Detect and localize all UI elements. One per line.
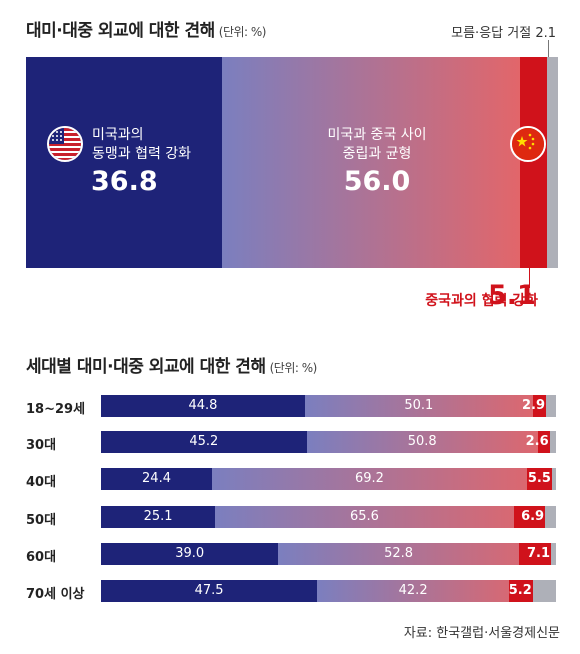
chart-title: 대미·대중 외교에 대한 견해 (단위: %): [26, 16, 266, 41]
us-segment: [101, 395, 305, 417]
overall-stacked-bar: [26, 57, 558, 268]
us-value-label: 25.1: [143, 509, 173, 524]
age-group-bar: 44.8 50.1 2.9: [101, 395, 556, 417]
unit2-label: (단위: %): [269, 361, 318, 375]
balance-label: 미국과 중국 사이 중립과 균형: [318, 126, 436, 164]
us-label-line1: 미국과의: [92, 127, 144, 143]
balance-label-line1: 미국과 중국 사이: [327, 127, 427, 143]
china-value-label: 7.1: [526, 546, 550, 561]
us-segment: [101, 468, 213, 490]
age-group-bar: 45.2 50.8 2.6: [101, 431, 556, 453]
title-text: 대미·대중 외교에 대한 견해: [26, 21, 215, 41]
china-segment: [518, 543, 551, 565]
no-response-text: 모름·응답 거절: [451, 26, 532, 41]
china-leader-line: [529, 266, 530, 288]
balance-segment: [278, 543, 551, 565]
china-segment: [532, 395, 546, 417]
balance-segment: [212, 468, 552, 490]
us-value-label: 39.0: [175, 546, 205, 561]
china-segment: [519, 57, 547, 268]
age-group-bar: 39.0 52.8 7.1: [101, 543, 556, 565]
us-value-label: 24.4: [142, 471, 171, 486]
balance-value-label: 50.8: [407, 434, 437, 449]
china-value-label: 5.2: [508, 583, 532, 598]
china-value-label: 2.9: [521, 398, 545, 413]
unit-label: (단위: %): [218, 25, 267, 39]
age-group-label: 50대: [26, 513, 57, 528]
us-value: 36.8: [91, 166, 158, 197]
us-segment: [101, 431, 307, 453]
china-label: 중국과의 협력 강화: [425, 293, 538, 309]
us-segment: [26, 57, 222, 268]
chart-title-2: 세대별 대미·대중 외교에 대한 견해 (단위: %): [26, 352, 317, 377]
china-segment: [526, 468, 552, 490]
balance-value-label: 52.8: [384, 546, 414, 561]
balance-label-line2: 중립과 균형: [342, 146, 412, 162]
balance-segment: [317, 580, 533, 602]
age-group-label: 60대: [26, 550, 57, 565]
china-value: 5.1: [488, 280, 536, 311]
china-segment: [509, 580, 533, 602]
source-note: 자료: 한국갤럽·서울경제신문: [403, 626, 560, 641]
age-group-label: 40대: [26, 475, 57, 490]
us-value-label: 44.8: [188, 398, 218, 413]
age-group-label: 30대: [26, 438, 57, 453]
balance-segment: [221, 57, 520, 268]
age-group-bar: 47.5 42.2 5.2: [101, 580, 556, 602]
no-response-leader-line: [548, 40, 549, 58]
no-response-segment: [546, 57, 558, 268]
us-flag-icon: [47, 126, 83, 162]
balance-segment: [304, 395, 546, 417]
us-value-label: 47.5: [194, 583, 224, 598]
us-value-label: 45.2: [189, 434, 219, 449]
china-value-label: 5.5: [527, 471, 551, 486]
no-response-label: 모름·응답 거절 2.1: [451, 22, 556, 41]
balance-segment: [306, 431, 550, 453]
no-response-value: 2.1: [535, 26, 556, 41]
china-value-label: 6.9: [521, 509, 545, 524]
us-segment: [101, 543, 279, 565]
balance-value-label: 65.6: [349, 509, 379, 524]
balance-value-label: 69.2: [354, 471, 384, 486]
us-label: 미국과의 동맹과 협력 강화: [92, 126, 191, 164]
china-value-label: 2.6: [525, 434, 549, 449]
china-segment: [513, 506, 546, 528]
balance-segment: [215, 506, 546, 528]
age-group-label: 70세 이상: [26, 587, 85, 602]
age-group-bar: 24.4 69.2 5.5: [101, 468, 556, 490]
us-segment: [101, 580, 318, 602]
balance-value: 56.0: [343, 166, 411, 197]
age-group-bar: 25.1 65.6 6.9: [101, 506, 556, 528]
us-segment: [101, 506, 216, 528]
balance-value-label: 42.2: [398, 583, 428, 598]
title2-text: 세대별 대미·대중 외교에 대한 견해: [26, 357, 266, 377]
age-group-label: 18~29세: [26, 402, 86, 417]
balance-value-label: 50.1: [404, 398, 434, 413]
china-segment: [537, 431, 550, 453]
us-label-line2: 동맹과 협력 강화: [92, 146, 192, 162]
china-flag-icon: [510, 126, 546, 162]
